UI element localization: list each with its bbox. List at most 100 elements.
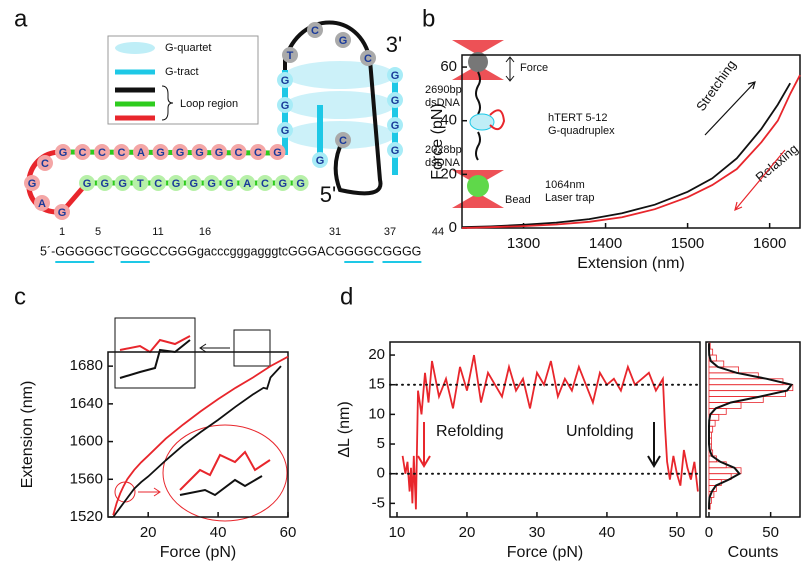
- nucleotide-bead: [133, 144, 149, 160]
- nucleotide: G: [176, 147, 185, 159]
- sequence-segment: GGGG: [383, 244, 422, 258]
- nucleotide-bead: [24, 175, 40, 191]
- x-tick-label: 1400: [589, 235, 622, 252]
- dna: [475, 131, 481, 161]
- sequence-segment: gacccgggagggtc: [197, 244, 288, 258]
- nucleotide-bead: [277, 122, 293, 138]
- nucleotide-bead: [203, 175, 220, 191]
- nucleotide-bead: [96, 175, 113, 191]
- strand-end: 5': [320, 182, 336, 207]
- nucleotide: C: [364, 53, 372, 65]
- nucleotide-bead: [360, 50, 376, 66]
- sequence-number: 1: [59, 226, 65, 238]
- nucleotide: G: [339, 35, 348, 47]
- series-label: Relaxing: [752, 141, 800, 185]
- x-tick-label: 40: [210, 524, 227, 541]
- nucleotide-bead: [387, 117, 403, 133]
- nucleotide-bead: [277, 97, 293, 113]
- legend-label: G-tract: [165, 66, 199, 78]
- inset-trace: [119, 339, 191, 379]
- sequence-segment: GGGACG: [288, 244, 344, 258]
- x-axis-label: Force (pN): [160, 544, 236, 561]
- sequence-segment: GGGG: [55, 244, 94, 258]
- annotation: G-quadruplex: [548, 125, 615, 137]
- nucleotide-bead: [211, 144, 227, 160]
- nucleotide: C: [261, 178, 269, 190]
- nucleotide: G: [279, 178, 288, 190]
- nucleotide-bead: [185, 175, 202, 191]
- fit-curve: [708, 343, 794, 510]
- histogram-bar: [708, 473, 732, 481]
- inset-trace: [179, 475, 263, 497]
- nucleotide: C: [339, 135, 347, 147]
- nucleotide-bead: [307, 22, 323, 38]
- nucleotide: G: [195, 147, 204, 159]
- nucleotide-bead: [152, 144, 169, 160]
- nucleotide-bead: [74, 144, 91, 160]
- nucleotide: G: [83, 178, 92, 190]
- y-tick-label: 60: [440, 58, 457, 75]
- nucleotide: G: [391, 95, 400, 107]
- legend-label: G-quartet: [165, 42, 211, 54]
- nucleotide-bead: [37, 155, 53, 171]
- nucleotide: G: [391, 145, 400, 157]
- nucleotide-bead: [269, 144, 286, 160]
- nucleotide: C: [98, 147, 106, 159]
- legend-label: Loop region: [180, 98, 238, 110]
- nucleotide: A: [38, 198, 46, 210]
- dna: [475, 71, 481, 115]
- plot-frame: [461, 54, 801, 229]
- nucleotide: G: [273, 147, 282, 159]
- nucleotide-bead: [168, 175, 184, 191]
- nucleotide-bead: [257, 175, 273, 191]
- y-axis-label: Force (pN): [429, 103, 446, 179]
- nucleotide: G: [190, 178, 199, 190]
- nucleotide: G: [225, 178, 234, 190]
- x-tick-label: 1300: [507, 235, 540, 252]
- trace: [112, 355, 289, 516]
- sequence-segment: GCT: [94, 244, 121, 258]
- nucleotide-bead: [250, 144, 266, 160]
- nucleotide: A: [243, 178, 251, 190]
- nucleotide: G: [172, 178, 181, 190]
- sequence-segment: C: [373, 244, 382, 258]
- series-arrow: [734, 149, 786, 212]
- nucleotide: C: [118, 147, 126, 159]
- trace: [461, 82, 791, 229]
- sequence-number: 5: [95, 226, 101, 238]
- x-tick-label: 10: [389, 524, 406, 541]
- nucleotide-bead: [221, 175, 238, 191]
- x-tick-label: 1600: [753, 235, 786, 252]
- sequence-number: 11: [152, 226, 163, 238]
- x-tick-label: 30: [529, 524, 546, 541]
- plot-frame: [107, 351, 289, 518]
- sequence-segment: GGG: [344, 244, 373, 258]
- panel-label: a: [14, 5, 28, 32]
- nucleotide-bead: [292, 175, 309, 191]
- quadruplex: [469, 113, 495, 131]
- nucleotide: G: [207, 178, 216, 190]
- y-axis-label: Extension (nm): [19, 381, 36, 489]
- nucleotide: G: [156, 147, 165, 159]
- sequence-number: 16: [199, 226, 211, 238]
- y-tick-label: 1680: [70, 357, 103, 374]
- nucleotide: G: [59, 147, 68, 159]
- nucleotide-bead: [94, 144, 110, 160]
- inset-ellipse: [162, 424, 288, 522]
- panel-label: c: [14, 283, 26, 310]
- panel-label: d: [340, 283, 353, 310]
- series-label: Stretching: [693, 57, 739, 114]
- nucleotide: G: [391, 120, 400, 132]
- x-tick-label: 50: [669, 524, 686, 541]
- nucleotide-bead: [335, 132, 351, 148]
- nucleotide: T: [137, 178, 144, 190]
- nucleotide-bead: [34, 195, 50, 211]
- nucleotide-bead: [239, 175, 256, 191]
- sequence-segment: CCGGG: [150, 244, 197, 258]
- y-tick-label: 1560: [70, 470, 103, 487]
- nucleotide-bead: [387, 142, 403, 158]
- x-tick-label: 20: [140, 524, 157, 541]
- nucleotide: C: [154, 178, 162, 190]
- nucleotide: C: [311, 25, 319, 37]
- nucleotide: G: [281, 125, 290, 137]
